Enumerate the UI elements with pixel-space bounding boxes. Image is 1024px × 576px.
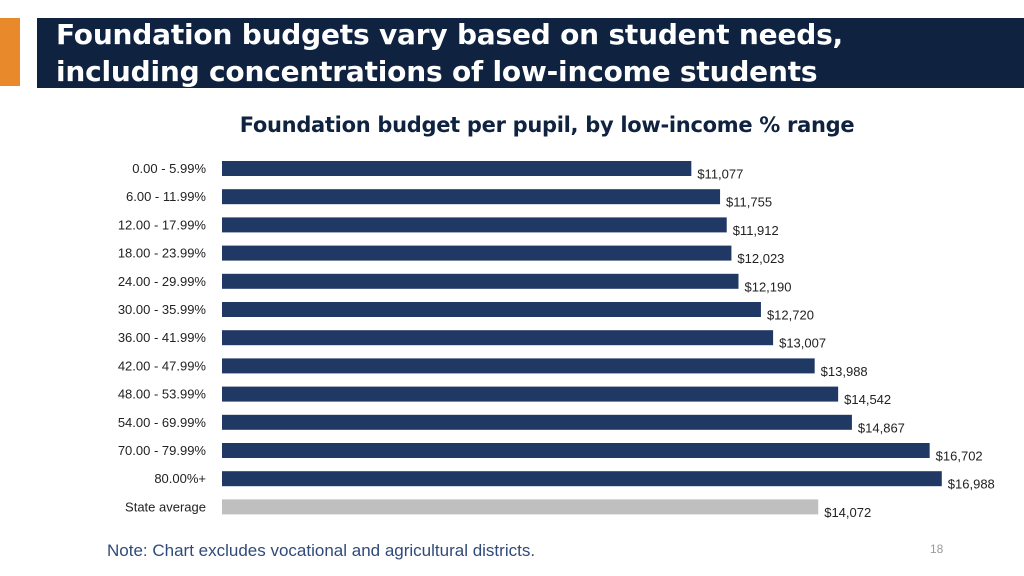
slide-title: Foundation budgets vary based on student… [56,16,956,90]
slide-title-line-2: including concentrations of low-income s… [56,55,818,88]
category-label-42-00-47-99: 42.00 - 47.99% [118,358,207,373]
bar-18-00-23-99 [222,245,732,261]
bar-0-00-5-99 [222,161,692,176]
category-label-12-00-17-99: 12.00 - 17.99% [118,217,207,232]
chart-note: Note: Chart excludes vocational and agri… [107,541,536,560]
category-label-0-00-5-99: 0.00 - 5.99% [132,161,206,176]
data-label-48-00-53-99: $14,542 [844,392,891,407]
category-label-70-00-79-99: 70.00 - 79.99% [118,443,207,458]
category-label-24-00-29-99: 24.00 - 29.99% [118,274,207,289]
bar-42-00-47-99 [222,358,815,374]
bar-70-00-79-99 [222,443,930,458]
data-label-80-00: $16,988 [948,477,995,492]
page-number: 18 [930,542,944,556]
category-label-18-00-23-99: 18.00 - 23.99% [118,246,207,261]
category-label-80-00: 80.00%+ [154,471,206,486]
data-label-24-00-29-99: $12,190 [744,279,791,294]
category-label-54-00-69-99: 54.00 - 69.99% [118,415,207,430]
data-label-36-00-41-99: $13,007 [779,336,826,351]
category-label-48-00-53-99: 48.00 - 53.99% [118,387,207,402]
bar-state-average [222,499,819,515]
bar-54-00-69-99 [222,414,852,430]
accent-block [0,18,20,86]
data-label-30-00-35-99: $12,720 [767,308,814,323]
bar-12-00-17-99 [222,217,727,233]
category-label-30-00-35-99: 30.00 - 35.99% [118,302,207,317]
data-label-42-00-47-99: $13,988 [821,364,868,379]
slide-title-line-1: Foundation budgets vary based on student… [56,18,843,51]
bar-chart: 0.00 - 5.99% $11,077 6.00 - 11.99% $11,755 1… [118,161,995,520]
data-label-0-00-5-99: $11,077 [697,167,743,182]
bar-36-00-41-99 [222,330,774,346]
data-label-18-00-23-99: $12,023 [737,251,784,266]
bar-6-00-11-99 [222,189,721,205]
category-label-36-00-41-99: 36.00 - 41.99% [118,330,207,345]
data-label-6-00-11-99: $11,755 [726,195,772,210]
data-label-state-average: $14,072 [824,505,871,520]
category-label-6-00-11-99: 6.00 - 11.99% [126,189,206,204]
data-label-70-00-79-99: $16,702 [936,449,983,464]
bar-48-00-53-99 [222,386,839,402]
data-label-12-00-17-99: $11,912 [733,223,779,238]
bar-80-00 [222,471,942,487]
data-label-54-00-69-99: $14,867 [858,420,905,435]
category-label-state-average: State average [125,499,206,514]
chart-title: Foundation budget per pupil, by low-inco… [239,113,855,137]
bar-30-00-35-99 [222,302,761,317]
header-bar [37,18,1024,88]
bar-24-00-29-99 [222,273,739,289]
